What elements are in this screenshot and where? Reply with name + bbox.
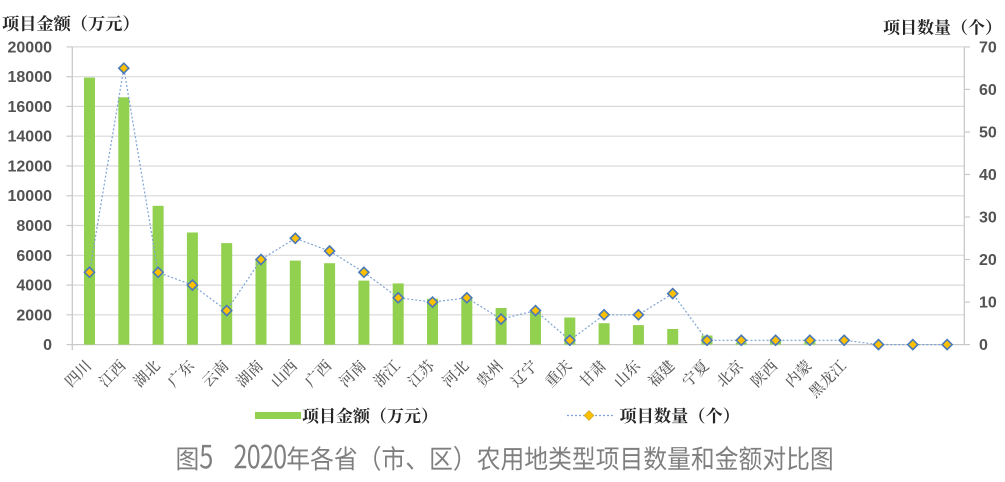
- svg-text:10000: 10000: [8, 188, 53, 205]
- svg-text:20: 20: [979, 252, 997, 269]
- svg-text:4000: 4000: [16, 278, 52, 295]
- svg-text:0: 0: [43, 337, 52, 354]
- svg-text:0: 0: [979, 337, 988, 354]
- svg-text:40: 40: [979, 167, 997, 184]
- svg-text:6000: 6000: [16, 248, 52, 265]
- svg-text:60: 60: [979, 82, 997, 99]
- svg-text:30: 30: [979, 210, 997, 227]
- svg-text:12000: 12000: [8, 159, 53, 176]
- svg-text:16000: 16000: [8, 99, 53, 116]
- svg-text:18000: 18000: [8, 69, 53, 86]
- svg-text:70: 70: [979, 39, 997, 56]
- svg-text:10: 10: [979, 295, 997, 312]
- svg-text:50: 50: [979, 125, 997, 142]
- svg-text:20000: 20000: [8, 39, 53, 56]
- svg-text:8000: 8000: [16, 218, 52, 235]
- svg-text:2000: 2000: [16, 307, 52, 324]
- svg-text:14000: 14000: [8, 129, 53, 146]
